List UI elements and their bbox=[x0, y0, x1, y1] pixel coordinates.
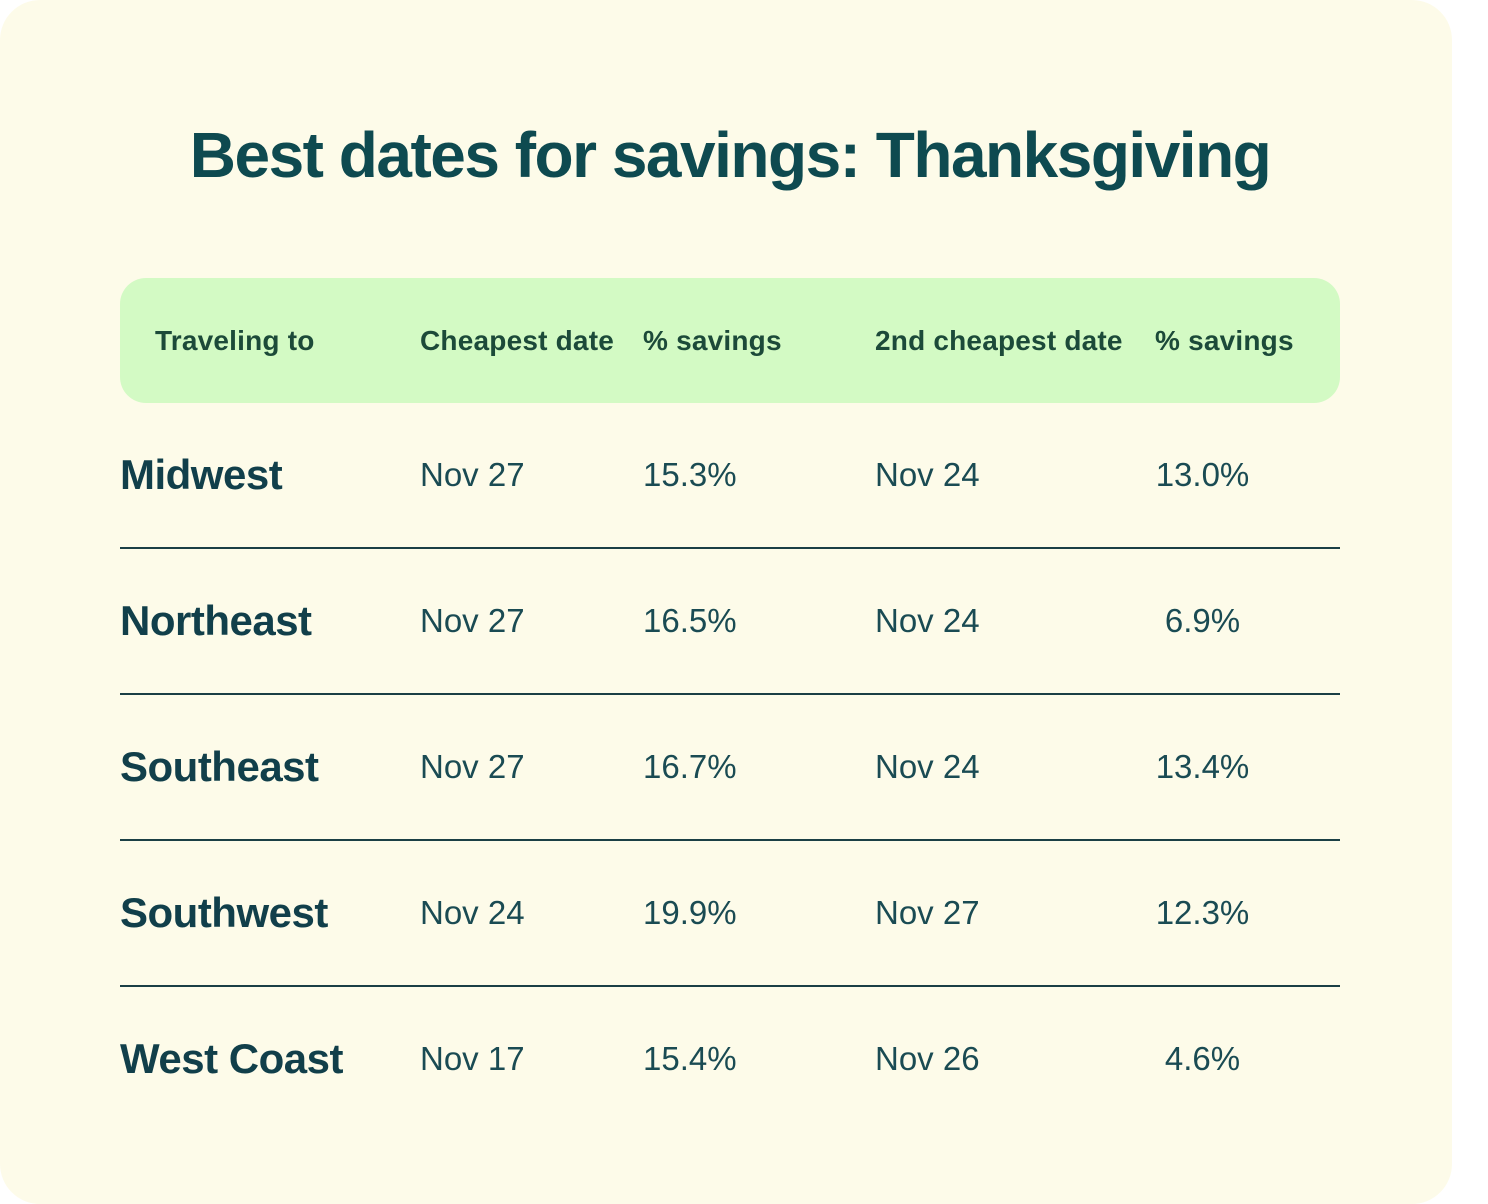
2nd-savings-cell: 13.4% bbox=[1155, 748, 1250, 785]
table-row: West Coast Nov 17 15.4% Nov 26 4.6% bbox=[120, 987, 1340, 1131]
region-cell: Northeast bbox=[120, 597, 312, 644]
2nd-cheapest-date-cell: Nov 24 bbox=[875, 456, 980, 493]
2nd-cheapest-date-cell: Nov 24 bbox=[875, 602, 980, 639]
2nd-savings-cell: 6.9% bbox=[1164, 602, 1241, 639]
header-savings-2: % savings bbox=[1155, 324, 1294, 356]
2nd-cheapest-date-cell: Nov 27 bbox=[875, 894, 980, 931]
2nd-cheapest-date-cell: Nov 24 bbox=[875, 748, 980, 785]
cheapest-date-cell: Nov 27 bbox=[420, 748, 525, 785]
2nd-savings-cell: 4.6% bbox=[1164, 1040, 1241, 1077]
card-content: Best dates for savings: Thanksgiving Tra… bbox=[120, 0, 1340, 1131]
cheapest-date-cell: Nov 27 bbox=[420, 602, 525, 639]
header-savings-1: % savings bbox=[643, 324, 782, 356]
savings-cell: 16.5% bbox=[643, 602, 737, 639]
table-row: Southeast Nov 27 16.7% Nov 24 13.4% bbox=[120, 695, 1340, 841]
cheapest-date-cell: Nov 24 bbox=[420, 894, 525, 931]
2nd-cheapest-date-cell: Nov 26 bbox=[875, 1040, 980, 1077]
region-cell: West Coast bbox=[120, 1035, 343, 1082]
2nd-savings-cell: 12.3% bbox=[1155, 894, 1250, 931]
table-header-row: Traveling to Cheapest date % savings 2nd… bbox=[120, 278, 1340, 403]
header-cheapest-date: Cheapest date bbox=[420, 324, 614, 356]
savings-cell: 15.4% bbox=[643, 1040, 737, 1077]
table-row: Midwest Nov 27 15.3% Nov 24 13.0% bbox=[120, 403, 1340, 549]
infographic-card: Best dates for savings: Thanksgiving Tra… bbox=[0, 0, 1452, 1204]
region-cell: Southwest bbox=[120, 889, 328, 936]
header-2nd-cheapest-date: 2nd cheapest date bbox=[875, 324, 1123, 356]
cheapest-date-cell: Nov 27 bbox=[420, 456, 525, 493]
header-traveling-to: Traveling to bbox=[155, 324, 315, 356]
savings-cell: 19.9% bbox=[643, 894, 737, 931]
table-row: Southwest Nov 24 19.9% Nov 27 12.3% bbox=[120, 841, 1340, 987]
region-cell: Southeast bbox=[120, 743, 319, 790]
cheapest-date-cell: Nov 17 bbox=[420, 1040, 525, 1077]
savings-cell: 15.3% bbox=[643, 456, 737, 493]
savings-cell: 16.7% bbox=[643, 748, 737, 785]
page-title: Best dates for savings: Thanksgiving bbox=[189, 119, 1272, 191]
table-row: Northeast Nov 27 16.5% Nov 24 6.9% bbox=[120, 549, 1340, 695]
region-cell: Midwest bbox=[120, 451, 283, 498]
2nd-savings-cell: 13.0% bbox=[1155, 456, 1250, 493]
